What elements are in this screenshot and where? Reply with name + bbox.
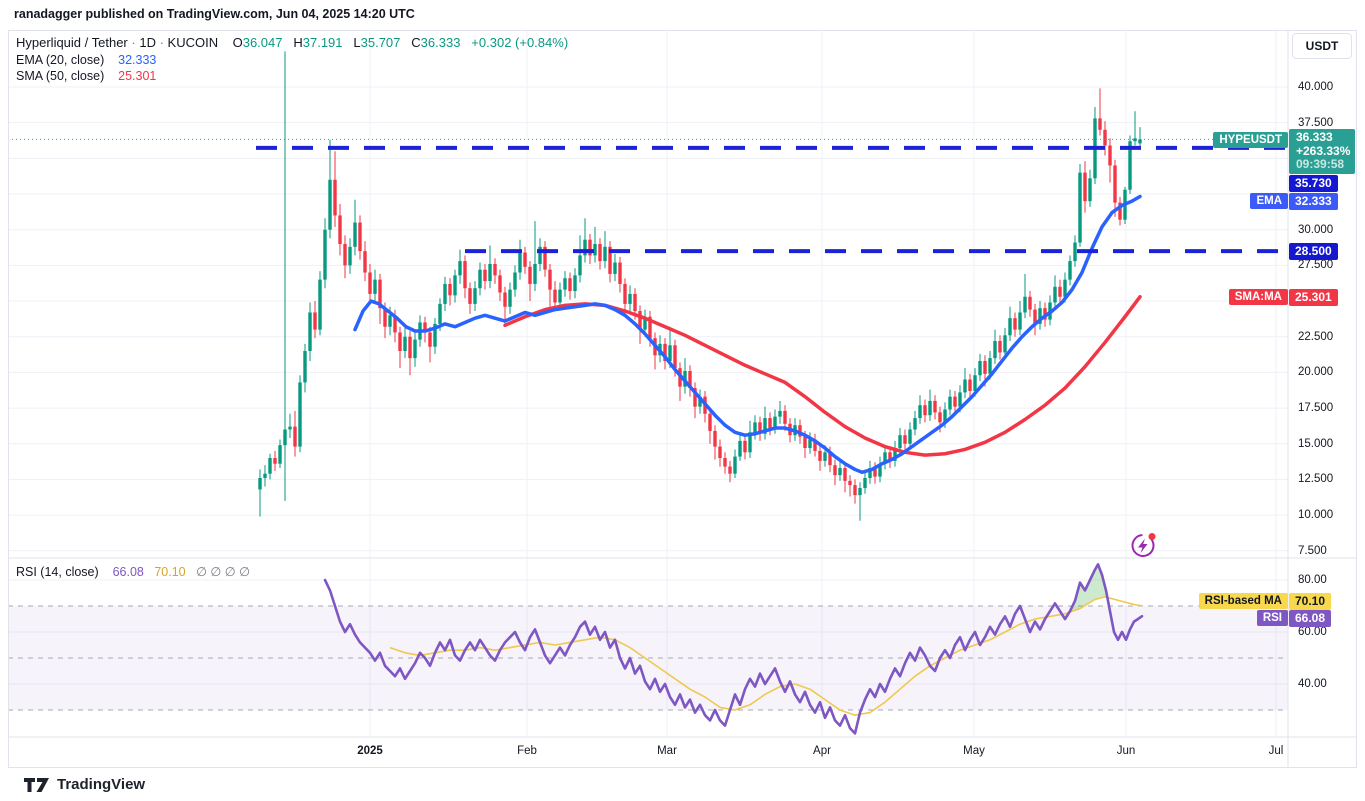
price-tick-40.000: 40.000 bbox=[1298, 81, 1334, 93]
ema-value: 32.333 bbox=[118, 52, 157, 67]
open-letter: O bbox=[232, 35, 243, 50]
moving-averages bbox=[353, 194, 1142, 475]
rsi-tick-60.00: 60.00 bbox=[1298, 626, 1327, 638]
price-tick-17.500: 17.500 bbox=[1298, 402, 1334, 415]
current-change-pct: +263.33% bbox=[1296, 143, 1351, 158]
price-tick-30.000: 30.000 bbox=[1298, 223, 1334, 236]
rsi-ma-value-badge: 70.10 bbox=[1289, 593, 1332, 610]
price-tick-7.500: 7.500 bbox=[1298, 544, 1327, 557]
flash-icon[interactable] bbox=[1129, 532, 1157, 560]
rsi-value-badge: 66.08 bbox=[1289, 610, 1332, 627]
tradingview-brand-text: TradingView bbox=[57, 776, 146, 793]
exchange-label: KUCOIN bbox=[167, 35, 219, 50]
lower-level-price-badge: 28.500 bbox=[1289, 243, 1338, 260]
time-label-Feb: Feb bbox=[517, 745, 537, 757]
chart-frame bbox=[8, 30, 1357, 768]
time-label-Mar: Mar bbox=[657, 745, 677, 757]
rsi-tick-40.00: 40.00 bbox=[1298, 678, 1327, 690]
rsi-ma-line-label: RSI-based MA bbox=[1198, 593, 1288, 609]
sma-value: 25.301 bbox=[118, 69, 157, 83]
low-letter: L bbox=[353, 35, 361, 50]
price-tick-22.500: 22.500 bbox=[1298, 330, 1334, 343]
price-tick-20.000: 20.000 bbox=[1298, 366, 1334, 379]
price-tick-27.500: 27.500 bbox=[1298, 259, 1334, 272]
ema20-line bbox=[353, 194, 1142, 475]
high-value: 37.191 bbox=[302, 35, 343, 50]
footer-brand[interactable]: TradingView bbox=[24, 776, 145, 793]
time-label-Apr: Apr bbox=[813, 745, 831, 757]
published-line: ranadagger published on TradingView.com,… bbox=[14, 7, 415, 21]
open-value: 36.047 bbox=[242, 35, 283, 50]
ema-line-label: EMA bbox=[1250, 193, 1288, 209]
ema-price-badge: 32.333 bbox=[1289, 193, 1338, 210]
rsi-line-label: RSI bbox=[1256, 610, 1288, 626]
rsi-tick-80.00: 80.00 bbox=[1298, 574, 1327, 586]
rsi-overbought-fill bbox=[1070, 564, 1106, 612]
rsi-legend-row[interactable]: RSI (14, close) 66.08 70.10 ∅ ∅ ∅ ∅ bbox=[16, 564, 250, 579]
sma-label: SMA (50, close) bbox=[16, 69, 105, 83]
time-label-May: May bbox=[963, 745, 985, 757]
high-letter: H bbox=[293, 35, 303, 50]
time-label-Jun: Jun bbox=[1116, 745, 1136, 757]
price-tick-10.000: 10.000 bbox=[1298, 509, 1334, 522]
ema-legend-row[interactable]: EMA (20, close) 32.333 bbox=[16, 52, 568, 69]
time-label-2025: 2025 bbox=[357, 745, 383, 757]
rsi-empty-slots: ∅ ∅ ∅ ∅ bbox=[196, 565, 251, 579]
rsi-ma-value: 70.10 bbox=[154, 565, 186, 579]
symbol-legend-row[interactable]: Hyperliquid / Tether · 1D · KUCOIN O36.0… bbox=[16, 35, 569, 50]
interval-label: 1D bbox=[139, 35, 156, 50]
low-value: 35.707 bbox=[360, 35, 401, 50]
upper-level-price-badge: 35.730 bbox=[1289, 175, 1338, 192]
rsi-value: 66.08 bbox=[112, 565, 144, 579]
chart-legend: Hyperliquid / Tether · 1D · KUCOIN O36.0… bbox=[16, 35, 568, 85]
close-letter: C bbox=[411, 35, 421, 50]
rsi-label: RSI (14, close) bbox=[16, 565, 99, 579]
price-tick-15.000: 15.000 bbox=[1298, 437, 1334, 450]
price-tick-12.500: 12.500 bbox=[1298, 473, 1334, 486]
rsi-line bbox=[323, 563, 1144, 735]
sma-line-label: SMA:MA bbox=[1228, 289, 1288, 305]
time-label-Jul: Jul bbox=[1268, 745, 1284, 757]
ema-label: EMA (20, close) bbox=[16, 52, 105, 67]
close-value: 36.333 bbox=[420, 35, 461, 50]
rsi-pane-content bbox=[323, 563, 1144, 735]
price-tick-37.500: 37.500 bbox=[1298, 116, 1334, 129]
sma-price-badge: 25.301 bbox=[1289, 289, 1338, 306]
bar-countdown: 09:39:58 bbox=[1296, 157, 1345, 171]
current-price-value: 36.333 bbox=[1296, 130, 1333, 144]
symbol-title: Hyperliquid / Tether bbox=[16, 35, 128, 50]
rsi-ma-line bbox=[389, 596, 1143, 717]
tradingview-logo-icon bbox=[24, 777, 49, 792]
currency-button[interactable]: USDT bbox=[1292, 33, 1352, 59]
change-value: +0.302 (+0.84%) bbox=[471, 35, 569, 50]
symbol-price-label: HYPEUSDT bbox=[1213, 132, 1288, 148]
sma-legend-row[interactable]: SMA (50, close) 25.301 bbox=[16, 68, 568, 85]
current-price-badge: 36.333 +263.33% 09:39:58 bbox=[1289, 129, 1355, 174]
